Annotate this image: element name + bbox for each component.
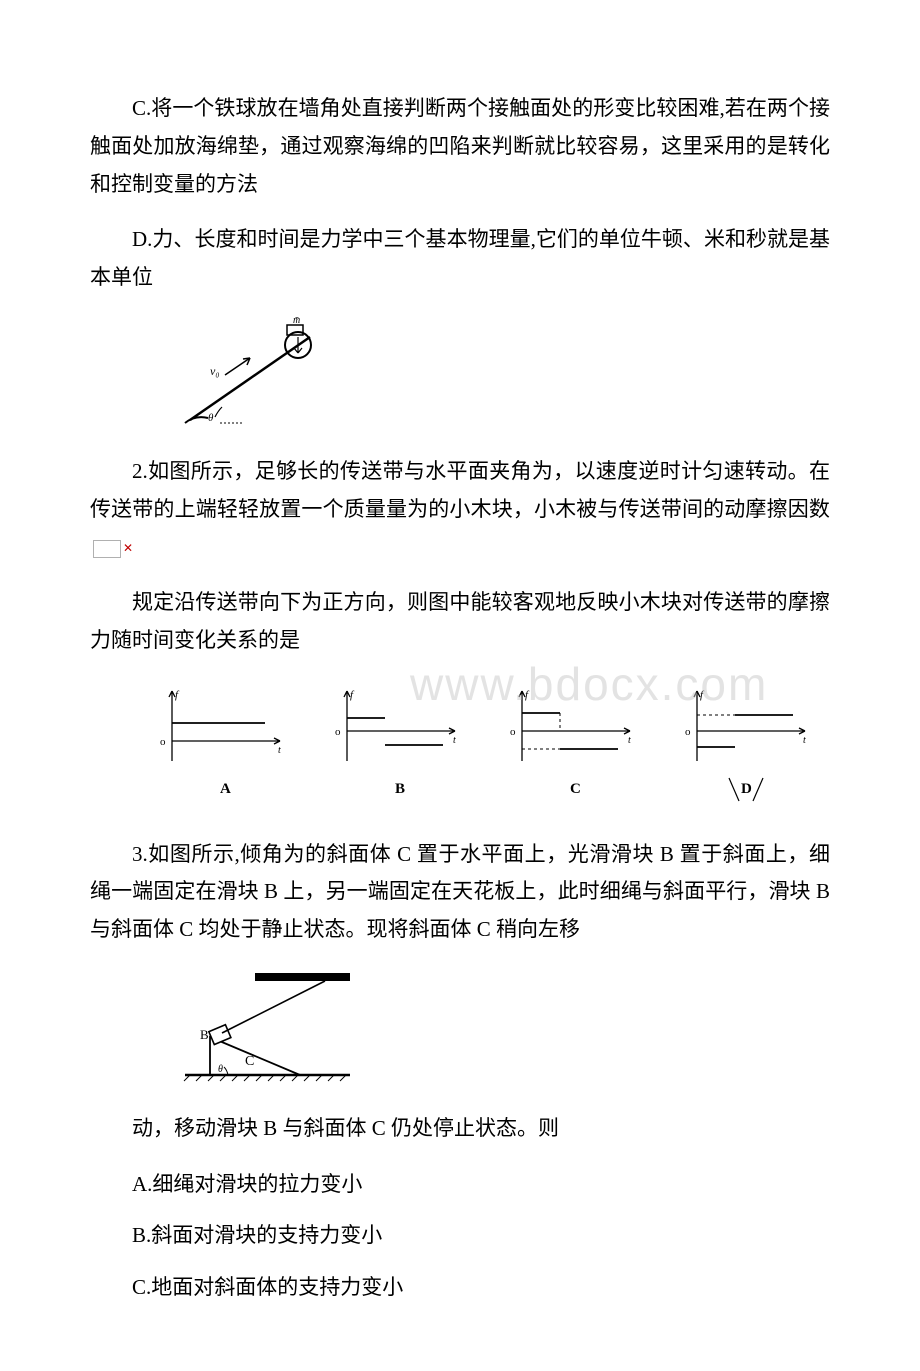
paragraph-option-c: C.将一个铁球放在墙角处直接判断两个接触面处的形变比较困难,若在两个接触面处加放…	[90, 90, 830, 203]
svg-text:f: f	[350, 689, 355, 701]
paragraph-q3: 3.如图所示,倾角为的斜面体 C 置于水平面上，光滑滑块 B 置于斜面上，细绳一…	[90, 836, 830, 949]
figure-charts-row: www.bdocx.com o f t A o f t B	[130, 678, 830, 821]
svg-text:f: f	[175, 689, 180, 701]
incline-svg: C θ B	[180, 967, 355, 1087]
paragraph-q2-cont: 规定沿传送带向下为正方向，则图中能较客观地反映小木块对传送带的摩擦力随时间变化关…	[90, 584, 830, 660]
svg-text:D: D	[741, 781, 752, 797]
q3-option-c: C.地面对斜面体的支持力变小	[90, 1269, 830, 1307]
svg-text:v₀: v₀	[210, 364, 220, 378]
svg-text:f: f	[700, 689, 705, 701]
svg-text:f: f	[525, 689, 530, 701]
broken-image-icon	[93, 540, 121, 558]
q2-text-a: 2.如图所示，足够长的传送带与水平面夹角为，以速度逆时计匀速转动。在传送带的上端…	[90, 459, 830, 521]
svg-text:C: C	[245, 1054, 254, 1069]
figure-conveyor: θ m̄ v₀	[180, 315, 830, 443]
svg-text:o: o	[160, 736, 166, 748]
svg-text:o: o	[335, 726, 341, 738]
svg-text:θ: θ	[218, 1064, 223, 1075]
q3-option-b: B.斜面对滑块的支持力变小	[90, 1217, 830, 1255]
svg-text:o: o	[685, 726, 691, 738]
svg-text:t: t	[628, 735, 631, 746]
svg-text:B: B	[395, 781, 405, 797]
svg-text:m̄: m̄	[293, 315, 300, 326]
q3-option-a: A.细绳对滑块的拉力变小	[90, 1166, 830, 1204]
svg-text:o: o	[510, 726, 516, 738]
figure-incline: C θ B	[180, 967, 830, 1100]
svg-text:t: t	[453, 735, 456, 746]
svg-text:B: B	[200, 1027, 209, 1042]
conveyor-svg: θ m̄ v₀	[180, 315, 325, 430]
paragraph-q2: 2.如图所示，足够长的传送带与水平面夹角为，以速度逆时计匀速转动。在传送带的上端…	[90, 453, 830, 566]
svg-text:θ: θ	[208, 412, 214, 424]
svg-text:t: t	[803, 735, 806, 746]
paragraph-option-d: D.力、长度和时间是力学中三个基本物理量,它们的单位牛顿、米和秒就是基本单位	[90, 221, 830, 297]
svg-text:C: C	[570, 781, 581, 797]
svg-text:t: t	[278, 745, 281, 756]
svg-text:A: A	[220, 781, 231, 797]
paragraph-q3-cont: 动，移动滑块 B 与斜面体 C 仍处停止状态。则	[90, 1110, 830, 1148]
charts-svg: o f t A o f t B o f	[130, 678, 830, 808]
